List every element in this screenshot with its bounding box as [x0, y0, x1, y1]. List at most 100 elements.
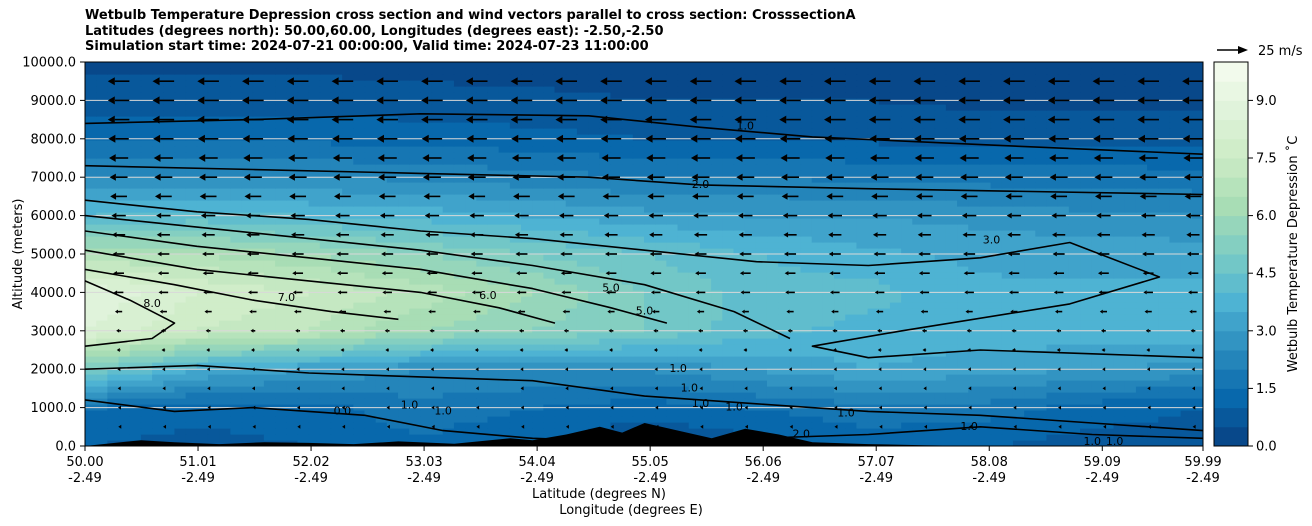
field-cell — [420, 296, 433, 303]
field-cell — [1068, 332, 1081, 339]
field-cell — [96, 386, 108, 393]
field-cell — [834, 308, 846, 315]
field-cell — [129, 182, 142, 189]
field-cell — [386, 236, 399, 243]
field-cell — [722, 380, 735, 387]
field-cell — [990, 356, 1003, 363]
field-cell — [912, 350, 925, 357]
field-cell — [889, 158, 902, 165]
field-cell — [330, 344, 343, 351]
field-cell — [543, 218, 556, 225]
field-cell — [152, 350, 164, 357]
field-cell — [1102, 272, 1115, 279]
field-cell — [1046, 398, 1059, 405]
field-cell — [230, 188, 243, 195]
field-cell — [1169, 392, 1182, 399]
field-cell — [275, 362, 287, 369]
field-cell — [588, 218, 600, 225]
field-cell — [118, 392, 131, 399]
field-cell — [364, 236, 377, 243]
field-cell — [766, 350, 779, 357]
field-cell — [576, 254, 589, 261]
field-cell — [286, 398, 299, 405]
field-cell — [599, 266, 612, 273]
field-cell — [968, 374, 980, 381]
field-cell — [945, 248, 958, 255]
field-cell — [207, 308, 220, 315]
field-cell — [152, 236, 164, 243]
field-cell — [576, 368, 589, 375]
field-cell — [96, 152, 108, 159]
field-cell — [85, 428, 97, 435]
field-cell — [1158, 374, 1171, 381]
field-cell — [118, 146, 131, 153]
field-cell — [599, 308, 612, 315]
field-cell — [207, 380, 220, 387]
field-cell — [867, 284, 880, 291]
field-cell — [1068, 230, 1081, 237]
field-cell — [1091, 416, 1103, 423]
field-cell — [263, 380, 276, 387]
field-cell — [945, 422, 958, 429]
field-cell — [711, 344, 723, 351]
field-cell — [330, 440, 343, 446]
field-cell — [945, 296, 958, 303]
field-cell — [252, 410, 265, 417]
field-cell — [207, 320, 220, 327]
field-cell — [699, 260, 712, 267]
field-cell — [811, 398, 824, 405]
field-cell — [889, 296, 902, 303]
field-cell — [621, 326, 634, 333]
field-cell — [934, 344, 947, 351]
field-cell — [129, 296, 142, 303]
field-cell — [1124, 392, 1137, 399]
field-cell — [252, 170, 265, 177]
field-cell — [263, 248, 276, 255]
field-cell — [442, 386, 455, 393]
field-cell — [1158, 392, 1171, 399]
field-cell — [107, 398, 120, 405]
field-cell — [957, 332, 969, 339]
field-cell — [599, 380, 612, 387]
field-cell — [1068, 308, 1081, 315]
field-cell — [1068, 266, 1081, 273]
field-cell — [453, 242, 466, 249]
field-cell — [934, 260, 947, 267]
field-cell — [1147, 224, 1159, 231]
field-cell — [778, 254, 790, 261]
field-cell — [599, 332, 612, 339]
field-cell — [800, 362, 813, 369]
field-cell — [487, 392, 500, 399]
field-cell — [912, 338, 925, 345]
field-cell — [834, 158, 846, 165]
field-cell — [185, 230, 198, 237]
field-cell — [599, 248, 612, 255]
field-cell — [297, 422, 310, 429]
field-cell — [152, 314, 164, 321]
field-cell — [1012, 362, 1025, 369]
field-cell — [1080, 356, 1092, 363]
field-cell — [1135, 176, 1148, 183]
field-cell — [1135, 386, 1148, 393]
field-cell — [308, 260, 321, 267]
field-cell — [755, 218, 768, 225]
field-cell — [621, 242, 634, 249]
field-cell — [1180, 398, 1193, 405]
field-cell — [610, 266, 623, 273]
field-cell — [409, 236, 421, 243]
field-cell — [1035, 302, 1048, 309]
field-cell — [1147, 338, 1159, 345]
field-cell — [666, 182, 679, 189]
field-cell — [576, 296, 589, 303]
field-cell — [1057, 434, 1070, 441]
field-cell — [934, 398, 947, 405]
field-cell — [1102, 332, 1115, 339]
field-cell — [543, 338, 556, 345]
field-cell — [979, 182, 992, 189]
field-cell — [1001, 296, 1014, 303]
field-cell — [1068, 290, 1081, 297]
field-cell — [632, 338, 645, 345]
field-cell — [934, 314, 947, 321]
field-cell — [934, 158, 947, 165]
field-cell — [1035, 308, 1048, 315]
